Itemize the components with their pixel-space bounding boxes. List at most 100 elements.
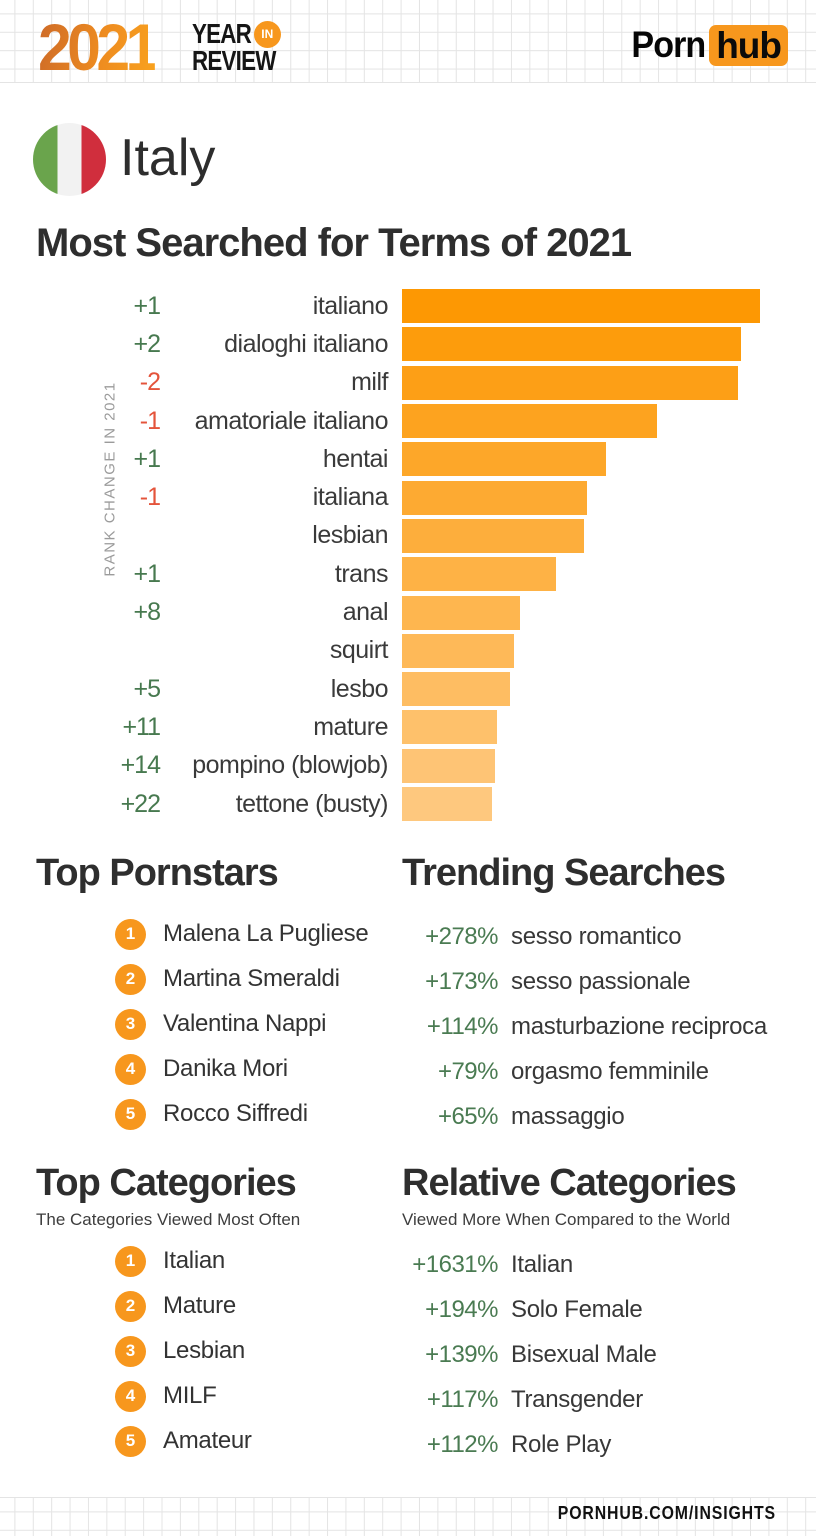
footer-grid-band: [0, 1497, 816, 1536]
ranked-item-name: Mature: [163, 1292, 236, 1320]
ranked-list-item: 4 Danika Mori: [115, 1053, 392, 1085]
term-bar-track: [402, 595, 760, 630]
ranked-list-item: 1 Malena La Pugliese: [115, 918, 392, 950]
top-categories-subtitle: The Categories Viewed Most Often: [36, 1209, 301, 1229]
percent-list-item: +1631% Italian: [402, 1250, 802, 1278]
rank-number-badge: 4: [115, 1053, 146, 1085]
ranked-list-item: 3 Lesbian: [115, 1335, 392, 1367]
search-term-label: lesbian: [312, 521, 388, 550]
chart-row: +2 dialoghi italiano: [36, 325, 780, 363]
ranked-list-item: 3 Valentina Nappi: [115, 1008, 392, 1040]
chart-row: squirt: [36, 632, 780, 670]
term-bar-track: [402, 404, 760, 439]
term-bar: [402, 442, 607, 477]
percent-change-value: +114%: [426, 1012, 499, 1040]
ranked-item-name: MILF: [163, 1382, 217, 1410]
chart-row: +1 hentai: [36, 440, 780, 478]
percent-item-term: Bisexual Male: [511, 1340, 657, 1368]
ranked-item-name: Malena La Pugliese: [163, 920, 369, 948]
rank-number-badge: 5: [115, 1098, 146, 1130]
ranked-item-name: Lesbian: [163, 1337, 245, 1365]
page-title: Most Searched for Terms of 2021: [36, 221, 632, 265]
chart-row: +14 pompino (blowjob): [36, 747, 780, 785]
search-term-label: trans: [334, 559, 389, 588]
relative-categories-list: +1631% Italian +194% Solo Female +139% B…: [402, 1250, 802, 1458]
term-bar: [402, 672, 511, 707]
percent-list-item: +114% masturbazione reciproca: [402, 1012, 792, 1040]
chart-row: +8 anal: [36, 593, 780, 631]
rank-change-value: -1: [139, 483, 161, 512]
term-bar-track: [402, 480, 760, 515]
term-bar-track: [402, 442, 760, 477]
term-bar: [402, 710, 497, 745]
term-bar: [402, 748, 496, 783]
percent-item-term: Solo Female: [511, 1295, 643, 1323]
rank-change-value: -2: [139, 368, 161, 397]
percent-change-value: +117%: [426, 1385, 499, 1413]
search-terms-chart-rows: +1 italiano +2 dialoghi italiano -2 milf…: [36, 287, 780, 823]
term-bar-track: [402, 289, 760, 324]
relative-categories-title: Relative Categories: [402, 1162, 737, 1204]
term-bar: [402, 518, 584, 553]
search-term-label: anal: [342, 598, 389, 627]
percent-item-term: massaggio: [511, 1102, 625, 1130]
ranked-item-name: Danika Mori: [163, 1055, 288, 1083]
ranked-list-item: 4 MILF: [115, 1380, 392, 1412]
rank-number-badge: 1: [115, 1245, 146, 1277]
term-bar-track: [402, 787, 760, 821]
pornhub-logo-porn: Porn: [631, 24, 706, 65]
percent-item-term: masturbazione reciproca: [511, 1012, 767, 1040]
ranked-list-item: 5 Amateur: [115, 1425, 392, 1457]
country-name: Italy: [120, 129, 216, 187]
term-bar-track: [402, 365, 760, 400]
rank-change-value: +22: [120, 789, 161, 818]
search-terms-chart: RANK CHANGE IN 2021 +1 italiano +2 dialo…: [36, 287, 780, 823]
term-bar: [402, 404, 657, 439]
search-term-label: dialoghi italiano: [224, 329, 388, 358]
trending-searches-section: Trending Searches +278% sesso romantico …: [402, 852, 792, 1150]
percent-change-value: +173%: [425, 967, 498, 995]
term-bar: [402, 327, 742, 362]
percent-item-term: Role Play: [511, 1430, 612, 1458]
term-bar: [402, 480, 588, 515]
top-pornstars-section: Top Pornstars 1 Malena La Pugliese 2 Mar…: [36, 852, 392, 1144]
search-term-label: mature: [313, 712, 388, 741]
ranked-item-name: Amateur: [163, 1427, 252, 1455]
term-bar: [402, 633, 515, 668]
search-term-label: milf: [351, 368, 388, 397]
chart-row: -2 milf: [36, 364, 780, 402]
percent-list-item: +278% sesso romantico: [402, 924, 792, 949]
percent-change-value: +1631%: [412, 1250, 498, 1278]
chart-row: +5 lesbo: [36, 670, 780, 708]
rank-change-value: +14: [120, 751, 161, 780]
rank-number-badge: 1: [115, 918, 146, 950]
header-grid-band: [0, 0, 816, 83]
ranked-item-name: Italian: [163, 1247, 225, 1275]
percent-list-item: +79% orgasmo femminile: [402, 1057, 792, 1085]
percent-item-term: Transgender: [511, 1385, 643, 1413]
pornhub-logo: Porn hub: [625, 24, 788, 66]
percent-change-value: +79%: [437, 1057, 499, 1085]
trending-searches-list: +278% sesso romantico +173% sesso passio…: [402, 924, 792, 1130]
rank-change-value: +1: [133, 444, 161, 473]
rank-change-value: +1: [133, 291, 161, 320]
rank-change-value: +5: [133, 674, 161, 703]
chart-row: lesbian: [36, 517, 780, 555]
rank-number-badge: 2: [115, 1290, 146, 1322]
rank-change-value: -1: [139, 406, 161, 435]
ranked-list-item: 2 Mature: [115, 1290, 392, 1322]
percent-list-item: +65% massaggio: [402, 1102, 792, 1130]
rank-change-value: +11: [122, 712, 161, 741]
rank-number-badge: 2: [115, 963, 146, 995]
italy-flag-icon: [33, 123, 106, 196]
percent-item-term: Italian: [511, 1250, 573, 1278]
term-bar: [402, 557, 556, 592]
top-categories-list: 1 Italian 2 Mature 3 Lesbian 4 MILF 5 Am…: [36, 1245, 392, 1457]
search-term-label: hentai: [322, 444, 389, 473]
search-term-label: pompino (blowjob): [192, 751, 388, 780]
year-in-review-logo: YEAR IN REVIEW: [192, 20, 296, 75]
percent-list-item: +139% Bisexual Male: [402, 1340, 802, 1368]
footer-site-url: PORNHUB.COM/INSIGHTS: [557, 1503, 776, 1523]
pornhub-logo-hub: hub: [709, 24, 788, 66]
